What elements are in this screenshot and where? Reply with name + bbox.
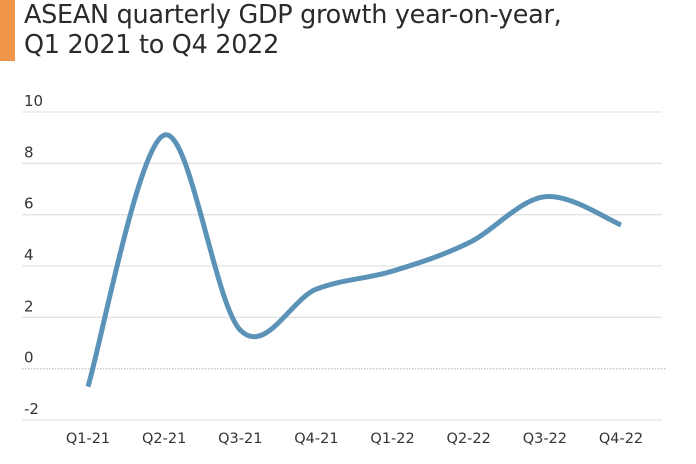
x-tick-label: Q4-21 <box>294 431 338 447</box>
x-tick-label: Q1-22 <box>370 431 414 447</box>
x-tick-label: Q4-22 <box>599 431 643 447</box>
y-tick-label: 6 <box>24 195 34 213</box>
x-tick-label: Q1-21 <box>66 431 110 447</box>
y-axis-tick-labels: 10 8 6 4 2 0 -2 <box>24 92 43 418</box>
y-tick-label: 0 <box>24 349 34 367</box>
chart-title: ASEAN quarterly GDP growth year-on-year,… <box>24 0 684 60</box>
x-tick-label: Q2-22 <box>447 431 491 447</box>
x-tick-label: Q3-21 <box>218 431 262 447</box>
series-line <box>85 132 622 388</box>
chart-title-line-2: Q1 2021 to Q4 2022 <box>24 30 280 60</box>
y-tick-label: 10 <box>24 92 43 110</box>
chart-title-line-1: ASEAN quarterly GDP growth year-on-year, <box>24 0 562 30</box>
x-tick-label: Q3-22 <box>523 431 567 447</box>
y-tick-label: -2 <box>24 400 39 418</box>
y-tick-label: 8 <box>24 143 34 161</box>
title-accent-bar <box>0 0 15 61</box>
series-group <box>85 132 622 388</box>
x-tick-label: Q2-21 <box>142 431 186 447</box>
y-tick-label: 4 <box>24 246 34 264</box>
y-tick-label: 2 <box>24 297 34 315</box>
x-axis-tick-labels: Q1-21 Q2-21 Q3-21 Q4-21 Q1-22 Q2-22 Q3-22 Q4-22 <box>66 431 643 447</box>
